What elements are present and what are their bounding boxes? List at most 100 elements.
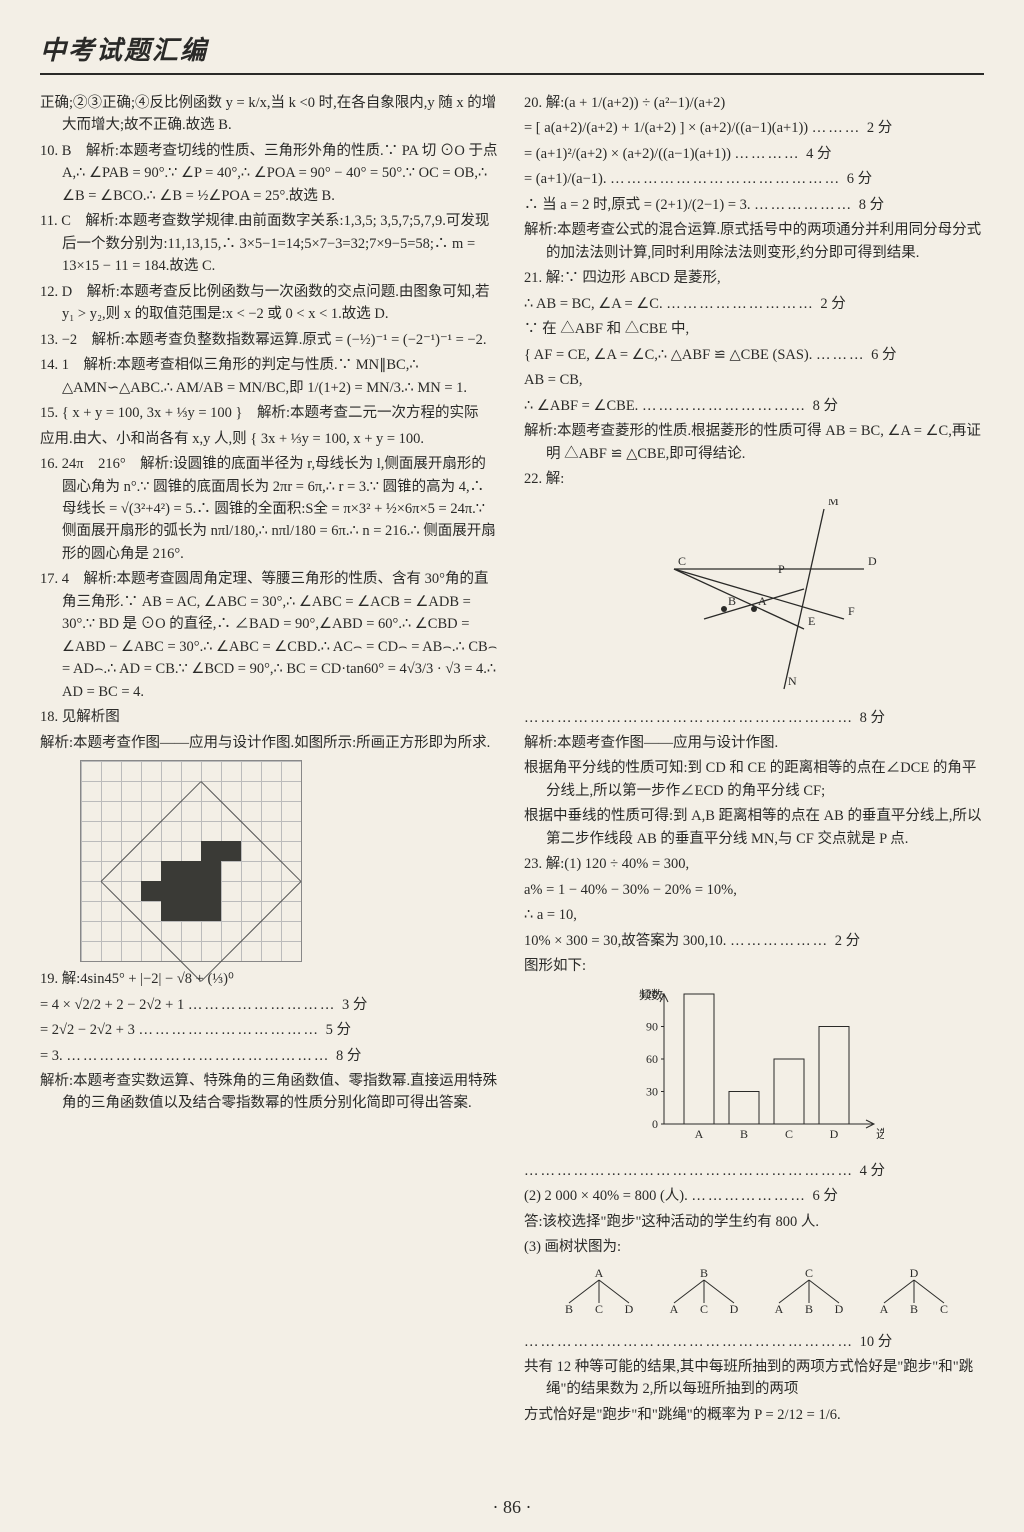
q21-l3-score: 6 分 [871, 347, 896, 363]
q21-l1: ∴ AB = BC, ∠A = ∠C. ……………………… 2 分 [524, 293, 984, 315]
q23-chart-score-v: 4 分 [860, 1163, 885, 1179]
q19-step2-score: 5 分 [326, 1022, 351, 1038]
q20-step4-expr: ∴ 当 a = 2 时,原式 = (2+1)/(2−1) = 3. [524, 197, 751, 213]
left-column: 正确;②③正确;④反比例函数 y = k/x,当 k <0 时,在各自象限内,y… [40, 89, 500, 1429]
svg-text:C: C [700, 1302, 708, 1316]
content-columns: 正确;②③正确;④反比例函数 y = k/x,当 k <0 时,在各自象限内,y… [40, 89, 984, 1429]
dots-icon: …………………………………… [610, 171, 847, 187]
dots-icon: ………………………………………… [66, 1048, 336, 1064]
q23-chart-score: …………………………………………………… 4 分 [524, 1160, 984, 1182]
q20-step2-expr: = (a+1)²/(a+2) × (a+2)/((a−1)(a+1)) [524, 146, 731, 162]
q20-step1: = [ a(a+2)/(a+2) + 1/(a+2) ] × (a+2)/((a… [524, 117, 984, 139]
q19-step1: = 4 × √2/2 + 2 − 2√2 + 1 ……………………… 3 分 [40, 994, 500, 1016]
q23-tree-diagram: ABCDBACDCABDDABC [544, 1265, 964, 1325]
dots-icon: …………………………………………………… [524, 1334, 860, 1350]
q20-step1-expr: = [ a(a+2)/(a+2) + 1/(a+2) ] × (a+2)/((a… [524, 120, 808, 136]
dots-icon: ……………… [754, 197, 859, 213]
dots-icon: …………………………………………………… [524, 1163, 860, 1179]
svg-text:90: 90 [646, 1019, 658, 1033]
q21-l5: ∴ ∠ABF = ∠CBE. ………………………… 8 分 [524, 395, 984, 417]
svg-text:P: P [778, 562, 785, 576]
page-title: 中考试题汇编 [40, 30, 984, 75]
svg-text:B: B [700, 1266, 708, 1280]
svg-text:N: N [788, 674, 797, 688]
page-number: · 86 · [0, 1497, 1024, 1518]
dots-icon: ……………………… [188, 997, 342, 1013]
q23-l2: ∴ a = 10, [524, 904, 984, 926]
q23-l4: 图形如下: [524, 955, 984, 977]
svg-text:B: B [740, 1127, 748, 1141]
q22-explain1: 解析:本题考查作图——应用与设计作图. [524, 732, 984, 754]
q19-step3: = 3. ………………………………………… 8 分 [40, 1045, 500, 1067]
q15-line1: 15. { x + y = 100, 3x + ⅓y = 100 } 解析:本题… [40, 402, 500, 424]
svg-text:A: A [695, 1127, 704, 1141]
svg-text:B: B [805, 1302, 813, 1316]
q10: 10. B 解析:本题考查切线的性质、三角形外角的性质.∵ PA 切 ⊙O 于点… [40, 140, 500, 207]
svg-text:A: A [880, 1302, 889, 1316]
q23-l5-text: (2) 2 000 × 40% = 800 (人). [524, 1188, 688, 1204]
q23-l7: (3) 画树状图为: [524, 1236, 984, 1258]
q13: 13. −2 解析:本题考查负整数指数幂运算.原式 = (−½)⁻¹ = (−2… [40, 329, 500, 351]
q23-l3: 10% × 300 = 30,故答案为 300,10. ……………… 2 分 [524, 930, 984, 952]
svg-text:B: B [910, 1302, 918, 1316]
q19-step3-expr: = 3. [40, 1048, 63, 1064]
q19-explain: 解析:本题考查实数运算、特殊角的三角函数值、零指数幂.直接运用特殊角的三角函数值… [40, 1070, 500, 1115]
q22-geometry-figure: MNCDABEFP [604, 499, 904, 699]
q21-l1-score: 2 分 [820, 296, 845, 312]
q23-l1: a% = 1 − 40% − 30% − 20% = 10%, [524, 879, 984, 901]
q23-l9: 方式恰好是"跑步"和"跳绳"的概率为 P = 2/12 = 1/6. [524, 1404, 984, 1426]
q21-l3-text: { AF = CE, ∠A = ∠C,∴ △ABF ≌ △CBE (SAS). [524, 347, 812, 363]
q15-line2: 应用.由大、小和尚各有 x,y 人,则 { 3x + ⅓y = 100, x +… [40, 428, 500, 450]
svg-text:C: C [785, 1127, 793, 1141]
svg-text:C: C [805, 1266, 813, 1280]
svg-text:E: E [808, 614, 815, 628]
svg-text:A: A [595, 1266, 604, 1280]
pre-q10-text: 正确;②③正确;④反比例函数 y = k/x,当 k <0 时,在各自象限内,y… [40, 92, 500, 137]
q23-l5: (2) 2 000 × 40% = 800 (人). ………………… 6 分 [524, 1185, 984, 1207]
svg-text:A: A [758, 594, 767, 608]
dots-icon: ………………… [691, 1188, 812, 1204]
dots-icon: …………………………… [138, 1022, 325, 1038]
q21-l1-text: ∴ AB = BC, ∠A = ∠C. [524, 296, 663, 312]
dots-icon: ………… [735, 146, 807, 162]
q23-tree-score-v: 10 分 [860, 1334, 893, 1350]
q23-bar-chart: 0306090120ABCD频数选项 [624, 984, 884, 1154]
svg-text:60: 60 [646, 1052, 658, 1066]
q12: 12. D 解析:本题考查反比例函数与一次函数的交点问题.由图象可知,若 y₁ … [40, 281, 500, 326]
dots-icon: ……………… [730, 933, 835, 949]
q21-l2: ∵ 在 △ABF 和 △CBE 中, [524, 318, 984, 340]
svg-text:B: B [728, 594, 736, 608]
q18-answer: 18. 见解析图 [40, 706, 500, 728]
dots-icon: ………………………… [642, 398, 813, 414]
q23-l3-score: 2 分 [835, 933, 860, 949]
q22-explain3: 根据中垂线的性质可得:到 A,B 距离相等的点在 AB 的垂直平分线上,所以第二… [524, 805, 984, 850]
q20-explain: 解析:本题考查公式的混合运算.原式括号中的两项通分并利用同分母分式的加法法则计算… [524, 219, 984, 264]
q16: 16. 24π 216° 解析:设圆锥的底面半径为 r,母线长为 l,侧面展开扇… [40, 453, 500, 565]
q20-step4-score: 8 分 [859, 197, 884, 213]
svg-text:A: A [670, 1302, 679, 1316]
svg-text:C: C [940, 1302, 948, 1316]
q21-l4: AB = CB, [524, 369, 984, 391]
q20-head: 20. 解:(a + 1/(a+2)) ÷ (a²−1)/(a+2) [524, 92, 984, 114]
svg-text:C: C [678, 554, 686, 568]
q22-score: 8 分 [860, 710, 885, 726]
svg-text:M: M [828, 499, 839, 508]
svg-text:选项: 选项 [876, 1127, 884, 1141]
q19-step2-expr: = 2√2 − 2√2 + 3 [40, 1022, 135, 1038]
q20-step2-score: 4 分 [806, 146, 831, 162]
q18-grid-figure [80, 760, 302, 962]
q21-l3: { AF = CE, ∠A = ∠C,∴ △ABF ≌ △CBE (SAS). … [524, 344, 984, 366]
q14: 14. 1 解析:本题考查相似三角形的判定与性质.∵ MN∥BC,∴ △AMN∽… [40, 354, 500, 399]
svg-text:D: D [830, 1127, 839, 1141]
svg-text:D: D [835, 1302, 844, 1316]
q20-step2: = (a+1)²/(a+2) × (a+2)/((a−1)(a+1)) …………… [524, 143, 984, 165]
q21-head: 21. 解:∵ 四边形 ABCD 是菱形, [524, 267, 984, 289]
page: 中考试题汇编 正确;②③正确;④反比例函数 y = k/x,当 k <0 时,在… [0, 0, 1024, 1532]
q18-explain: 解析:本题考查作图——应用与设计作图.如图所示:所画正方形即为所求. [40, 732, 500, 754]
q19-step1-score: 3 分 [342, 997, 367, 1013]
svg-text:频数: 频数 [639, 987, 663, 1002]
q19-step2: = 2√2 − 2√2 + 3 …………………………… 5 分 [40, 1019, 500, 1041]
svg-text:B: B [565, 1302, 573, 1316]
q20-step4: ∴ 当 a = 2 时,原式 = (2+1)/(2−1) = 3. ………………… [524, 194, 984, 216]
svg-text:D: D [910, 1266, 919, 1280]
